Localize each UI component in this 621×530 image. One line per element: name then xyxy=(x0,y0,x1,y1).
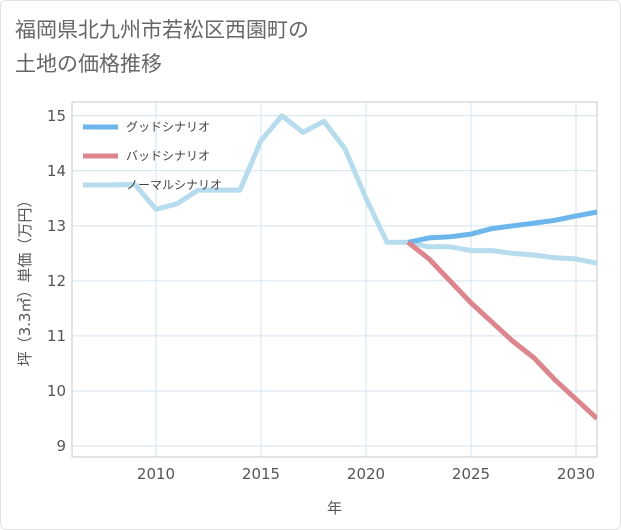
legend-label-0: グッドシナリオ xyxy=(126,120,210,134)
y-tick-label-14: 14 xyxy=(47,162,66,180)
legend-label-1: バッドシナリオ xyxy=(126,149,210,163)
series-lines xyxy=(114,113,597,421)
x-tick-label-2020: 2020 xyxy=(347,465,385,483)
x-tick-label-2030: 2030 xyxy=(557,465,595,483)
y-tick-label-9: 9 xyxy=(56,437,66,455)
x-tick-label-2025: 2025 xyxy=(452,465,490,483)
chart-title: 福岡県北九州市若松区西園町の 土地の価格推移 xyxy=(15,13,309,81)
y-tick-label-12: 12 xyxy=(47,272,66,290)
x-tick-label-2015: 2015 xyxy=(242,465,280,483)
chart-title-line-2: 土地の価格推移 xyxy=(15,52,162,76)
y-axis-title: 坪（3.3㎡）単価（万円） xyxy=(16,193,34,367)
x-tick-labels: 2010 2015 2020 2025 2030 xyxy=(137,465,595,483)
legend-label-2: ノーマルシナリオ xyxy=(126,178,222,192)
y-tick-label-11: 11 xyxy=(47,327,66,345)
y-tick-label-10: 10 xyxy=(47,382,66,400)
plot-frame xyxy=(71,101,598,458)
series-line-2 xyxy=(114,113,597,266)
x-tick-label-2010: 2010 xyxy=(137,465,175,483)
series-line-0 xyxy=(407,209,597,245)
chart-title-line-1: 福岡県北九州市若松区西園町の xyxy=(15,18,309,42)
x-axis-title: 年 xyxy=(327,499,342,517)
y-tick-label-15: 15 xyxy=(47,107,66,125)
series-line-1 xyxy=(406,240,597,421)
y-tick-labels: 9 10 11 12 13 14 15 xyxy=(47,107,66,455)
y-tick-label-13: 13 xyxy=(47,217,66,235)
